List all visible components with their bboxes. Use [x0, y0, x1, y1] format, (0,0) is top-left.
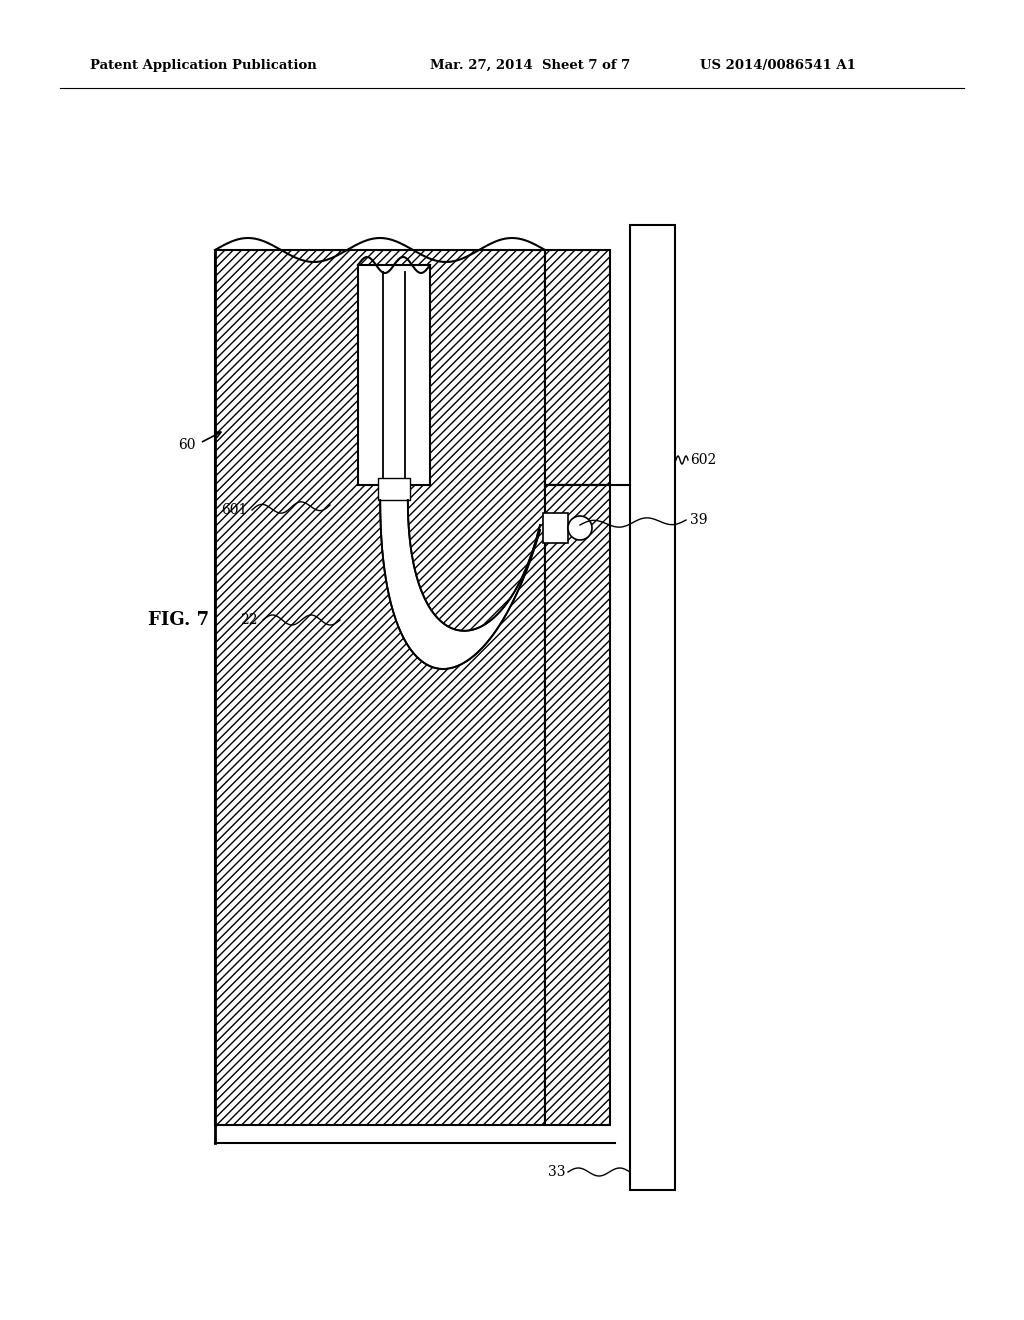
Text: 601: 601: [221, 503, 248, 517]
Text: 22: 22: [241, 612, 258, 627]
Text: FIG. 7: FIG. 7: [148, 611, 209, 630]
Text: 39: 39: [690, 513, 708, 527]
Polygon shape: [380, 500, 540, 669]
Bar: [543, 513, 568, 543]
Text: 602: 602: [690, 453, 716, 467]
Text: Mar. 27, 2014  Sheet 7 of 7: Mar. 27, 2014 Sheet 7 of 7: [430, 58, 630, 71]
Bar: [545, 249, 610, 484]
Text: US 2014/0086541 A1: US 2014/0086541 A1: [700, 58, 856, 71]
Bar: [215, 249, 545, 1125]
Bar: [358, 265, 430, 484]
Circle shape: [568, 516, 592, 540]
Bar: [545, 484, 610, 1125]
Text: Patent Application Publication: Patent Application Publication: [90, 58, 316, 71]
Bar: [378, 478, 410, 500]
Text: 60: 60: [178, 438, 196, 451]
Bar: [630, 224, 675, 1191]
Text: 33: 33: [548, 1166, 565, 1179]
